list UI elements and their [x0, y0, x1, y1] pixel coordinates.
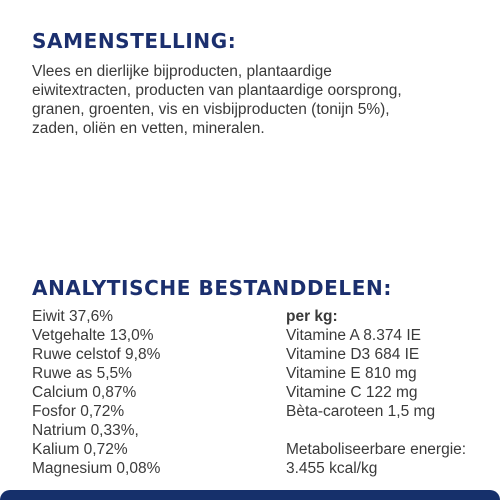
- composition-text: Vlees en dierlijke bijproducten, plantaa…: [32, 62, 492, 138]
- composition-heading: SAMENSTELLING:: [32, 29, 237, 53]
- vitamin-item: Vitamine A 8.374 IE: [286, 327, 422, 344]
- nutrient-item: Natrium 0,33%,: [32, 422, 139, 439]
- nutrient-item: Kalium 0,72%: [32, 441, 128, 458]
- nutrient-item: Magnesium 0,08%: [32, 460, 161, 477]
- spacer: [286, 421, 466, 440]
- nutrient-item: Ruwe celstof 9,8%: [32, 346, 161, 363]
- vitamin-item: Vitamine C 122 mg: [286, 384, 418, 401]
- vitamin-item: Vitamine E 810 mg: [286, 365, 417, 382]
- per-kg-label: per kg:: [286, 308, 338, 325]
- composition-line: granen, groenten, vis en visbijproducten…: [32, 101, 390, 118]
- composition-line: Vlees en dierlijke bijproducten, plantaa…: [32, 63, 332, 80]
- energy-value: 3.455 kcal/kg: [286, 460, 378, 477]
- nutrient-item: Calcium 0,87%: [32, 384, 137, 401]
- nutrient-item: Fosfor 0,72%: [32, 403, 125, 420]
- nutrient-item: Vetgehalte 13,0%: [32, 327, 154, 344]
- vitamin-list: per kg: Vitamine A 8.374 IE Vitamine D3 …: [286, 307, 466, 478]
- nutrient-item: Eiwit 37,6%: [32, 308, 113, 325]
- bottom-bar: [0, 490, 500, 500]
- vitamin-item: Vitamine D3 684 IE: [286, 346, 420, 363]
- nutrient-list: Eiwit 37,6% Vetgehalte 13,0% Ruwe celsto…: [32, 307, 160, 478]
- nutrient-item: Ruwe as 5,5%: [32, 365, 132, 382]
- vitamin-item: Bèta-caroteen 1,5 mg: [286, 403, 436, 420]
- energy-label: Metaboliseerbare energie:: [286, 441, 467, 458]
- composition-line: eiwitextracten, producten van plantaardi…: [32, 82, 402, 99]
- composition-line: zaden, oliën en vetten, mineralen.: [32, 120, 265, 137]
- analysis-heading: ANALYTISCHE BESTANDDELEN:: [32, 276, 392, 300]
